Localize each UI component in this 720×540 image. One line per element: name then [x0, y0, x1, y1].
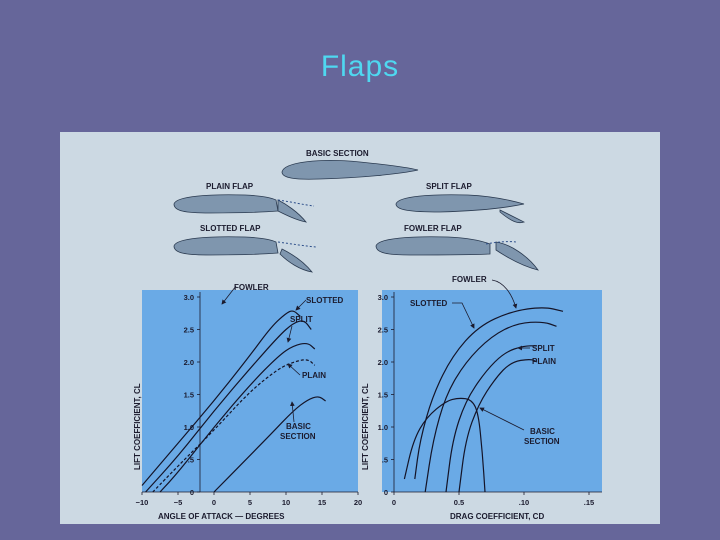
left-x-tick-label: −10: [136, 498, 149, 507]
left-y-tick-label: 1.5: [184, 391, 194, 400]
right-y-tick-label: 1.5: [378, 391, 388, 400]
left-label-slotted: SLOTTED: [306, 296, 344, 305]
right-x-tick-label: 0.5: [454, 498, 464, 507]
label-slotted-flap: SLOTTED FLAP: [200, 224, 261, 233]
right-y-tick-label: .5: [382, 456, 388, 465]
left-y-tick-label: 2.5: [184, 326, 194, 335]
label-split-flap: SPLIT FLAP: [426, 182, 472, 191]
left-series-slotted: [145, 320, 312, 493]
left-y-tick-label: 2.0: [184, 358, 194, 367]
lift-vs-angle-chart: 0 .5 1.0 1.5 2.0 2.5 3.0 −10 −5 0 5 10 15 20 ANGLE O…: [133, 283, 362, 521]
right-label-section: SECTION: [524, 437, 560, 446]
left-series-plain: [152, 359, 316, 493]
left-x-tick-label: −5: [174, 498, 183, 507]
left-x-tick-label: 20: [354, 498, 362, 507]
right-plot-area: [382, 290, 602, 492]
left-label-fowler: FOWLER: [234, 283, 269, 292]
airfoil-basic-section: BASIC SECTION: [281, 149, 419, 180]
right-y-axis-label: LIFT COEFFICIENT, CL: [361, 383, 370, 470]
right-x-axis-label: DRAG COEFFICIENT, CD: [450, 512, 544, 521]
right-series-plain: [458, 359, 538, 493]
left-x-axis-label: ANGLE OF ATTACK — DEGREES: [158, 512, 285, 521]
airfoil-split-flap: SPLIT FLAP: [395, 182, 526, 224]
label-basic-section: BASIC SECTION: [306, 149, 369, 158]
left-y-tick-label: 1.0: [184, 423, 194, 432]
right-x-tick-label: .10: [519, 498, 529, 507]
left-label-basic: BASIC: [286, 422, 311, 431]
right-series-basic-section: [403, 397, 486, 493]
lift-vs-drag-chart: 0.51.01.52.02.53.0 0 0.5.10.15 DRAG COEFF…: [361, 275, 602, 521]
right-label-split: SPLIT: [532, 344, 555, 353]
airfoil-slotted-flap: SLOTTED FLAP: [173, 224, 317, 273]
left-x-tick-label: 5: [248, 498, 252, 507]
left-y-tick-label: 3.0: [184, 293, 194, 302]
slide-title: Flaps: [320, 50, 400, 83]
left-label-plain: PLAIN: [302, 371, 326, 380]
left-y-tick-label: .5: [188, 456, 194, 465]
airfoil-plain-flap: PLAIN FLAP: [173, 182, 315, 223]
airfoil-fowler-flap: FOWLER FLAP: [375, 224, 539, 271]
right-y-tick-label: 2.5: [378, 326, 388, 335]
left-x-tick-label: 10: [282, 498, 290, 507]
flaps-figure: BASIC SECTION PLAIN FLAP SPLIT FLAP SLOT…: [60, 132, 660, 524]
right-series-fowler: [414, 307, 564, 480]
left-label-split: SPLIT: [290, 315, 313, 324]
left-plot-area: [142, 290, 358, 492]
label-fowler-flap: FOWLER FLAP: [404, 224, 462, 233]
label-plain-flap: PLAIN FLAP: [206, 182, 254, 191]
right-label-fowler: FOWLER: [452, 275, 487, 284]
left-y-tick-label: 0: [190, 488, 194, 497]
left-label-section: SECTION: [280, 432, 316, 441]
right-y-tick-label: 2.0: [378, 358, 388, 367]
left-x-tick-label: 0: [212, 498, 216, 507]
right-label-plain: PLAIN: [532, 357, 556, 366]
left-series-basic-section: [213, 396, 326, 493]
left-series-fowler: [141, 310, 301, 486]
right-y-tick-label: 3.0: [378, 293, 388, 302]
right-series-split: [445, 345, 537, 493]
right-label-basic: BASIC: [530, 427, 555, 436]
left-y-axis-label: LIFT COEFFICIENT, CL: [133, 383, 142, 470]
right-y-tick-label: 1.0: [378, 423, 388, 432]
right-x-tick-label: .15: [584, 498, 594, 507]
right-x-tick-label: 0: [392, 498, 396, 507]
right-y-tick-label: 0: [384, 488, 388, 497]
right-series-slotted: [424, 321, 557, 493]
left-x-tick-label: 15: [318, 498, 326, 507]
left-series-split: [159, 342, 316, 493]
flaps-diagram: BASIC SECTION PLAIN FLAP SPLIT FLAP SLOT…: [133, 149, 602, 521]
right-label-slotted: SLOTTED: [410, 299, 448, 308]
